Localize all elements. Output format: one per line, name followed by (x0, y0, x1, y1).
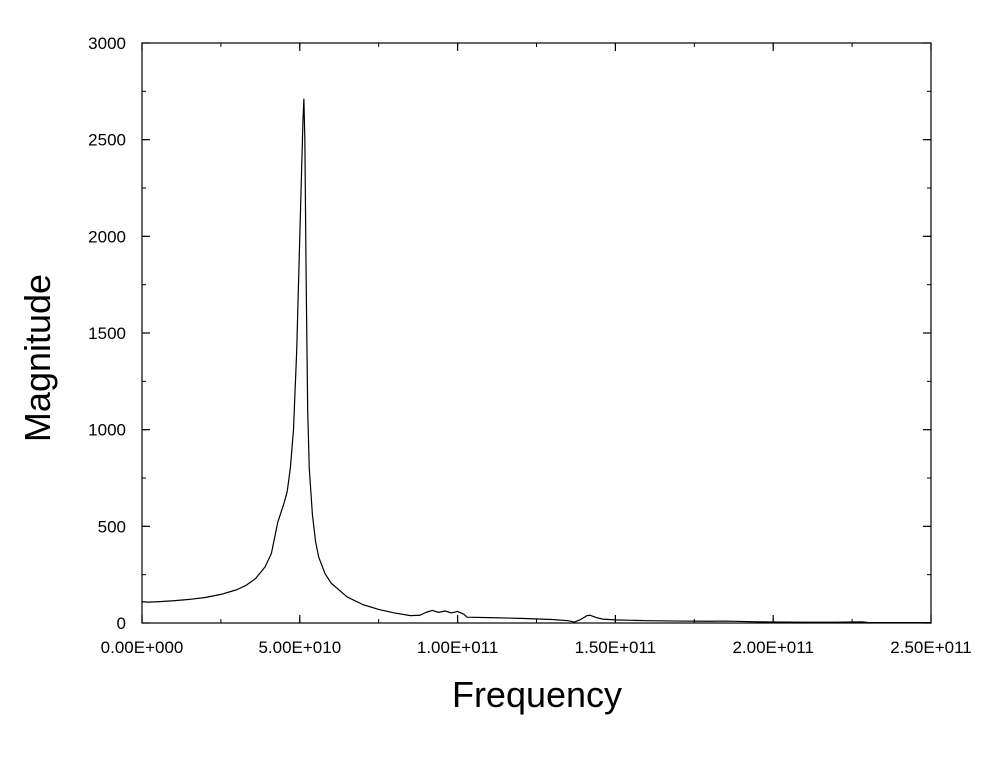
y-tick-label: 1500 (88, 324, 126, 343)
x-tick-label: 5.00E+010 (258, 638, 341, 657)
y-axis-title: Magnitude (17, 274, 58, 442)
x-tick-label: 0.00E+000 (101, 638, 184, 657)
x-tick-label: 2.50E+011 (890, 638, 971, 657)
y-tick-label: 500 (98, 517, 126, 536)
series-layer (141, 98, 931, 624)
y-tick-label: 1000 (88, 421, 126, 440)
x-tick-label: 2.00E+011 (732, 638, 813, 657)
y-tick-label: 3000 (88, 34, 126, 53)
x-tick-label: 1.50E+011 (575, 638, 656, 657)
labels-layer: 0.00E+000 5.00E+010 1.00E+011 1.50E+011 2.00… (88, 34, 972, 657)
magnitude-line (141, 98, 931, 624)
y-tick-label: 2000 (88, 227, 126, 246)
y-tick-label: 2500 (88, 131, 126, 150)
y-tick-label: 0 (117, 614, 126, 633)
axes-layer (141, 42, 932, 624)
plot-frame (141, 42, 932, 624)
x-tick-label: 1.00E+011 (417, 638, 498, 657)
x-axis-title: Frequency (452, 674, 622, 715)
